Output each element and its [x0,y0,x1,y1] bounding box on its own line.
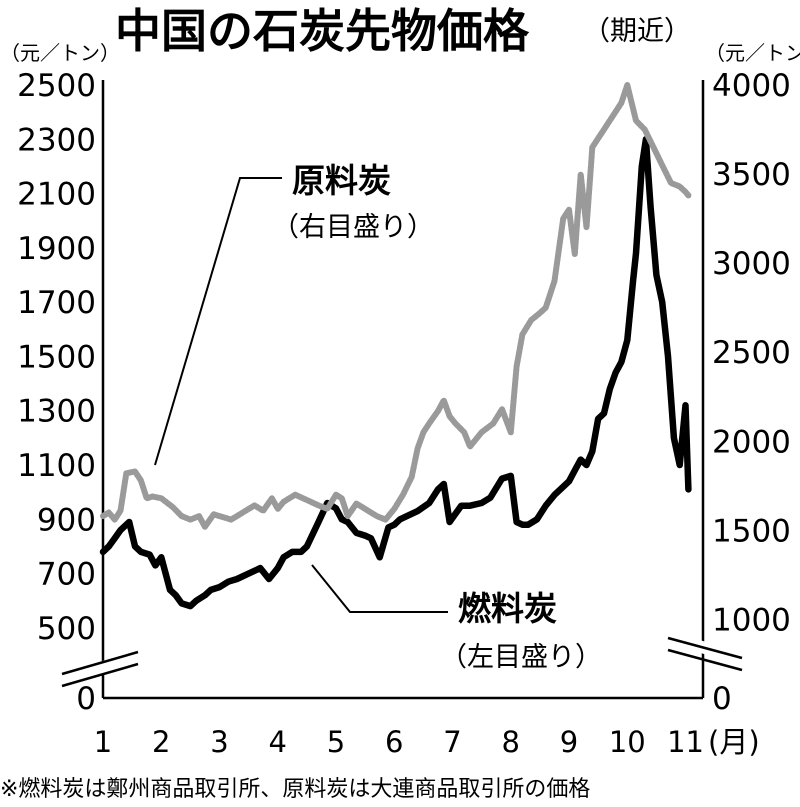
coking-coal-axis-note: （右目盛り） [272,212,434,243]
x-tick-label: 4 [269,725,287,759]
left-tick-label: 500 [37,611,96,647]
right-axis-unit: （元／トン） [705,41,800,65]
right-tick-label: 4000 [712,68,791,104]
thermal-coal-axis-note: （左目盛り） [440,642,602,673]
left-tick-label: 2300 [17,122,96,158]
chart-subtitle: （期近） [583,16,691,47]
chart-title: 中国の石炭先物価格 [115,4,530,58]
left-tick-label: 1900 [17,231,96,267]
left-tick-label: 2100 [17,177,96,213]
left-tick-label: 1300 [17,394,96,430]
right-axis-break [665,629,745,672]
right-axis-ticks: 4000 3500 3000 2500 2000 1500 1000 0 [712,68,791,717]
left-tick-label: 0 [76,681,96,717]
right-tick-label: 1500 [712,513,791,549]
series-layer [99,82,692,610]
right-tick-label: 2000 [712,424,791,460]
right-tick-label: 3000 [712,246,791,282]
left-axis-ticks: 2500 2300 2100 1900 1700 1500 1300 1100 900 700 50… [17,68,96,717]
left-tick-label: 700 [37,557,96,593]
thermal-coal-label: 燃料炭 [458,589,557,628]
x-tick-label: 3 [210,725,228,759]
x-tick-label: 5 [327,725,345,759]
right-tick-label: 1000 [712,602,791,638]
left-tick-label: 1700 [17,285,96,321]
left-tick-label: 900 [37,502,96,538]
x-tick-label: 8 [502,725,520,759]
x-tick-label: 9 [560,725,578,759]
x-tick-label: 2 [152,725,170,759]
x-axis-ticks: 1 2 3 4 5 6 7 8 9 10 11 [94,725,704,759]
right-tick-label: 3500 [712,157,791,193]
left-tick-label: 2500 [17,68,96,104]
source-note: ※燃料炭は鄭州商品取引所、原料炭は大連商品取引所の価格 [0,777,590,802]
right-tick-label: 0 [712,681,732,717]
left-tick-label: 1500 [17,339,96,375]
thermal-coal-series-line [99,136,692,610]
left-tick-label: 1100 [17,448,96,484]
x-tick-label: 10 [609,725,646,759]
x-tick-label: 1 [94,725,112,759]
x-tick-label: 11 [667,725,704,759]
left-axis-break [60,649,140,688]
coking-coal-leader-line [154,177,282,466]
x-tick-label: 6 [385,725,403,759]
x-axis-unit: (月) [708,725,760,759]
left-axis-unit: （元／トン） [0,41,120,65]
right-tick-label: 2500 [712,335,791,371]
coking-coal-series-line [100,82,692,530]
x-tick-label: 7 [443,725,461,759]
thermal-coal-leader-line [311,564,448,613]
coking-coal-label: 原料炭 [292,161,391,200]
